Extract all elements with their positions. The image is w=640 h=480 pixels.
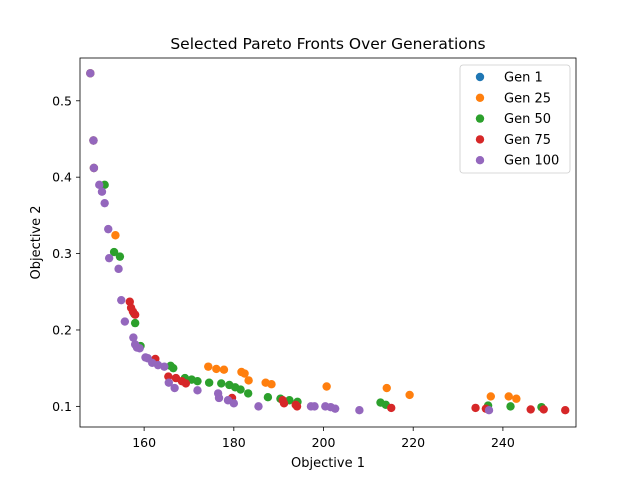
data-point [484,405,494,415]
legend-entry-label: Gen 100 [504,154,559,169]
data-point [89,136,98,145]
data-point [292,402,302,411]
y-axis-label: Objective 2 [29,205,44,279]
data-point [212,364,221,374]
legend-entry-label: Gen 75 [504,133,551,148]
x-tick-label: 220 [401,435,425,450]
data-point [169,363,178,373]
data-point [539,405,548,414]
legend-entry-label: Gen 50 [504,112,551,127]
data-point [310,402,319,411]
legend-entry-label: Gen 1 [504,71,543,86]
data-point [243,389,253,398]
data-point [115,252,125,261]
data-point [486,392,495,401]
plot-area [79,57,577,428]
y-tick-label: 0.4 [52,170,72,185]
data-point [405,390,414,400]
chart-title: Selected Pareto Fronts Over Generations [170,35,485,53]
y-tick-label: 0.2 [52,322,72,337]
legend: Gen 1 Gen 25 Gen 50 Gen 75 Gen 100 [459,64,571,174]
data-point [214,393,224,403]
series-gen-2 [86,69,521,403]
data-point [135,344,144,353]
x-tick-label: 200 [312,435,336,450]
data-point [193,376,202,386]
data-point [164,372,173,381]
legend-marker [475,93,485,103]
data-point [512,394,521,403]
data-point [219,365,229,374]
data-point [526,405,535,414]
data-point [217,379,226,388]
series-gen-5 [86,69,494,415]
data-point [170,383,179,393]
legend-frame [459,64,571,174]
data-point [244,376,253,385]
data-point [86,69,95,78]
data-point [204,362,213,371]
data-point [181,379,191,388]
series-gen-4 [125,297,570,415]
data-point [89,163,99,173]
data-point [109,247,119,257]
data-point [117,295,126,305]
data-point [130,318,140,328]
data-point [97,187,107,196]
data-point [153,360,163,370]
y-tick-label: 0.3 [52,246,72,261]
data-point [160,362,169,371]
data-point [104,253,114,263]
data-point [240,369,249,378]
data-point [263,393,273,402]
data-point [164,378,173,387]
data-point [254,402,263,411]
x-axis: 160 180 200 220 240 [132,427,515,450]
series-gen-1 [86,69,99,173]
data-point [95,180,104,190]
legend-marker [475,135,485,144]
data-point [387,403,396,413]
data-point [100,198,109,208]
data-point [111,231,120,240]
data-point [193,386,202,395]
x-axis-label: Objective 1 [291,456,365,471]
y-tick-label: 0.5 [52,93,72,108]
data-point [504,392,513,401]
points-layer [86,69,570,415]
data-point [330,404,340,413]
data-point [322,382,331,391]
legend-marker [475,72,485,82]
legend-marker [475,156,485,165]
legend-marker [475,114,485,123]
data-point [236,385,245,394]
data-point [129,333,138,342]
data-point [104,224,113,234]
data-point [561,405,570,415]
data-point [279,399,289,408]
x-tick-label: 160 [132,435,156,450]
data-point [506,402,515,411]
data-point [229,399,239,408]
data-point [471,403,480,413]
y-axis: 0.1 0.2 0.3 0.4 0.5 [52,93,80,414]
data-point [204,378,214,387]
data-point [382,383,391,393]
x-tick-label: 180 [222,435,246,450]
x-tick-label: 240 [491,435,515,450]
legend-entry-label: Gen 25 [504,91,551,106]
data-point [355,405,364,415]
y-tick-label: 0.1 [52,399,72,414]
data-point [130,310,140,319]
data-point [114,264,123,274]
data-point [120,317,130,326]
data-point [267,380,276,389]
